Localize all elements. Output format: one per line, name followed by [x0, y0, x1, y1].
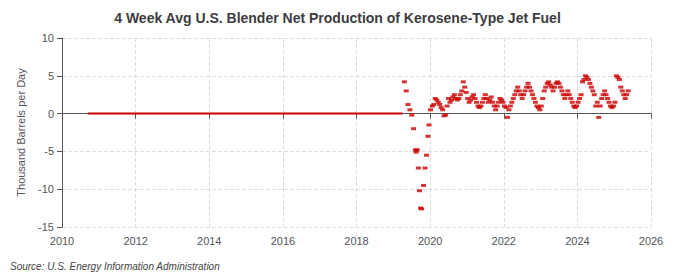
svg-text:2014: 2014: [197, 235, 221, 247]
svg-text:5: 5: [48, 70, 54, 82]
svg-text:2020: 2020: [418, 235, 442, 247]
svg-text:Thousand Barrels per Day: Thousand Barrels per Day: [15, 68, 27, 197]
svg-text:2026: 2026: [639, 235, 663, 247]
svg-text:-5: -5: [44, 145, 54, 157]
svg-text:0: 0: [48, 108, 54, 120]
svg-text:Source: U.S. Energy Informatio: Source: U.S. Energy Information Administ…: [10, 261, 220, 272]
svg-text:10: 10: [42, 32, 54, 44]
svg-text:-10: -10: [38, 183, 54, 195]
svg-text:4 Week Avg U.S. Blender Net Pr: 4 Week Avg U.S. Blender Net Production o…: [114, 10, 561, 26]
svg-text:2010: 2010: [50, 235, 74, 247]
svg-text:2012: 2012: [123, 235, 147, 247]
svg-text:2022: 2022: [492, 235, 516, 247]
svg-text:-15: -15: [38, 221, 54, 233]
svg-text:2016: 2016: [271, 235, 295, 247]
svg-text:2018: 2018: [344, 235, 368, 247]
svg-text:2024: 2024: [565, 235, 589, 247]
